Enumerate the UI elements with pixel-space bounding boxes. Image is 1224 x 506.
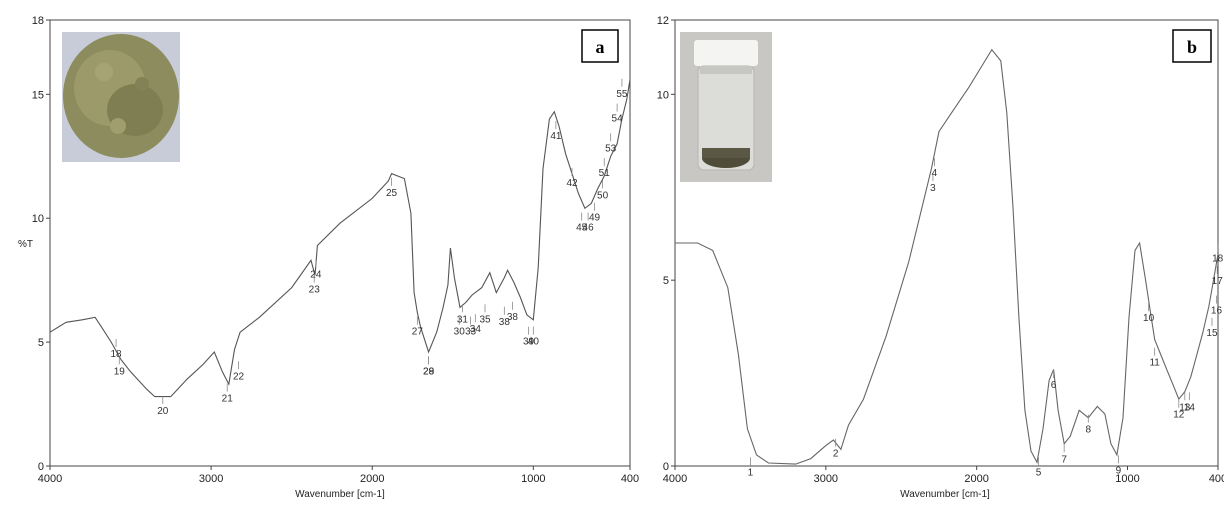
panel-b-y-tick-label: 5 xyxy=(663,275,669,287)
panel-a-peak-label: 42 xyxy=(566,178,578,189)
panel-a-peak-label: 31 xyxy=(457,314,469,325)
panel-a-y-tick-label: 0 xyxy=(38,461,44,473)
panel-a-y-axis-label: %T xyxy=(18,239,33,250)
panel-a-peak-label: 28 xyxy=(423,366,435,377)
panel-b-peak-label: 12 xyxy=(1173,410,1185,421)
panel-b-x-tick-label: 2000 xyxy=(964,473,988,485)
panel-b-peak-label: 5 xyxy=(1036,467,1042,478)
panel-a-peak-label: 41 xyxy=(550,131,562,142)
panel-a-peak-label: 50 xyxy=(597,190,609,201)
panel-a-peak-label: 40 xyxy=(528,337,540,348)
panel-a-y-tick-label: 18 xyxy=(32,15,44,27)
panel-a-peak-label: 46 xyxy=(583,223,595,234)
panel-b-y-tick-label: 10 xyxy=(657,89,669,101)
panel-a-y-tick-label: 15 xyxy=(32,89,44,101)
panel-b-peak-label: 15 xyxy=(1206,328,1218,339)
panel-b-peak-label: 13 xyxy=(1179,402,1191,413)
panel-a-x-tick-label: 1000 xyxy=(521,473,545,485)
panel-b-peak-label: 3 xyxy=(930,183,936,194)
panel-b-y-tick-label: 0 xyxy=(663,461,669,473)
panel-b-peak-label: 11 xyxy=(1149,358,1160,369)
panel-a-peak-label: 49 xyxy=(589,213,601,224)
panel-b-peak-label: 9 xyxy=(1116,465,1122,476)
panel-a-peak-label: 21 xyxy=(222,394,234,405)
panel-b-peak-label: 1 xyxy=(748,467,754,478)
panel-a-x-tick-label: 2000 xyxy=(360,473,384,485)
panel-b-peak-label: 17 xyxy=(1212,276,1224,287)
panel-a-peak-label: 45 xyxy=(576,223,588,234)
panel-b-peak-label: 7 xyxy=(1061,454,1067,465)
panel-b-peak-label: 4 xyxy=(932,168,938,179)
panel-a-peak-label: 19 xyxy=(114,366,126,377)
panel-b-vial-photo xyxy=(680,32,772,182)
panel-a-x-tick-label: 400 xyxy=(621,473,639,485)
panel-b-spectrum-line xyxy=(675,48,1219,465)
panel-a-x-axis-label: Wavenumber [cm-1] xyxy=(295,489,385,500)
panel-a-peak-label: 38 xyxy=(499,317,511,328)
panel-a-peak-label: 55 xyxy=(616,89,628,100)
panel-a-peak-label: 23 xyxy=(309,285,321,296)
panel-b: 4000300020001000400051012 12345678910111… xyxy=(657,15,1224,500)
panel-b-peak-label: 8 xyxy=(1086,425,1092,436)
panel-a-peak-label: 54 xyxy=(612,114,624,125)
panel-b-peak-label: 10 xyxy=(1143,313,1155,324)
panel-a-peak-label: 34 xyxy=(470,324,482,335)
panel-b-x-tick-label: 1000 xyxy=(1115,473,1139,485)
panel-b-x-axis-label: Wavenumber [cm-1] xyxy=(900,489,990,500)
panel-b-peak-label: 6 xyxy=(1051,380,1057,391)
panel-b-peak-label: 16 xyxy=(1211,306,1223,317)
panel-b-letter: b xyxy=(1187,37,1197,57)
panel-a-peak-label: 25 xyxy=(386,188,398,199)
panel-a-peak-label: 35 xyxy=(479,314,491,325)
panel-a-letter-box: a xyxy=(581,29,619,63)
panel-b-letter-box: b xyxy=(1172,29,1212,63)
panel-a-peak-label: 24 xyxy=(310,270,322,281)
panel-a-peak-label: 20 xyxy=(157,406,169,417)
panel-b-ticks: 4000300020001000400051012 xyxy=(657,15,1224,485)
panel-a-peak-label: 22 xyxy=(233,371,245,382)
panel-b-x-tick-label: 3000 xyxy=(814,473,838,485)
panel-a-x-tick-label: 4000 xyxy=(38,473,62,485)
panel-a-peak-label: 53 xyxy=(605,143,617,154)
panel-a-powder-photo xyxy=(62,32,180,162)
panel-b-peak-label: 18 xyxy=(1212,254,1224,265)
panel-a-peak-label: 38 xyxy=(507,312,519,323)
panel-a-spectrum-line xyxy=(49,79,631,398)
panel-b-peak-label: 14 xyxy=(1184,402,1196,413)
panel-a-peak-label: 39 xyxy=(523,337,535,348)
panel-a-plot-frame xyxy=(49,19,631,467)
panel-a-y-tick-label: 10 xyxy=(32,213,44,225)
panel-a-peak-label: 51 xyxy=(599,168,611,179)
panel-a-y-tick-label: 5 xyxy=(38,337,44,349)
panel-b-x-tick-label: 400 xyxy=(1209,473,1224,485)
panel-a-peak-label: 30 xyxy=(454,327,466,338)
panel-a-letter: a xyxy=(596,37,605,57)
panel-b-x-tick-label: 4000 xyxy=(663,473,687,485)
panel-b-y-tick-label: 12 xyxy=(657,15,669,27)
panel-b-peak-label: 2 xyxy=(833,449,839,460)
panel-a-peak-label: 27 xyxy=(412,327,424,338)
panel-a-peak-label: 18 xyxy=(110,349,122,360)
panel-a-peak-label: 33 xyxy=(465,327,477,338)
panel-a-peak-label: 29 xyxy=(423,366,435,377)
panel-a-x-tick-label: 3000 xyxy=(199,473,223,485)
